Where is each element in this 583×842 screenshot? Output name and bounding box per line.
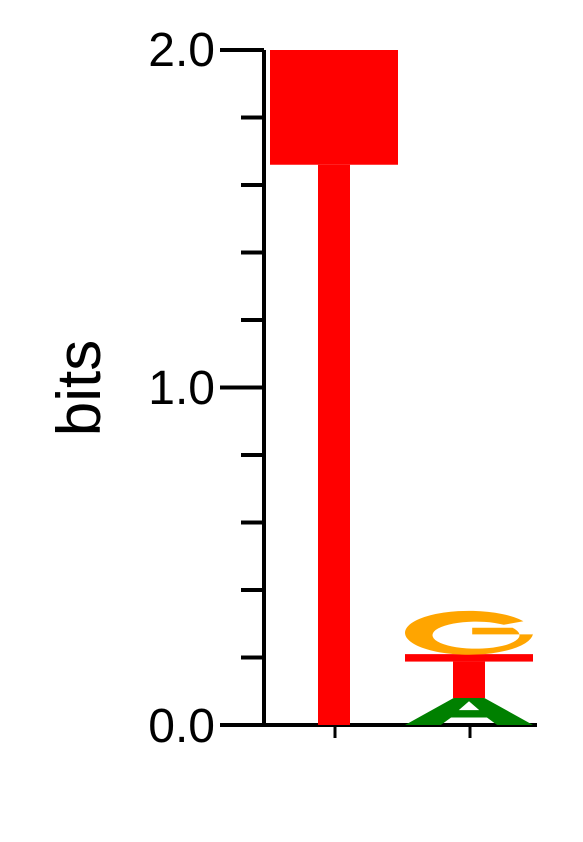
y-tick-label-1: 1.0: [148, 362, 215, 415]
letter-T-pos1: [270, 50, 398, 725]
y-axis: 2.0 1.0 0.0 bits: [45, 24, 266, 753]
letter-G-pos2: [405, 610, 533, 655]
y-axis-title: bits: [45, 340, 114, 436]
y-tick-label-2: 2.0: [148, 24, 215, 77]
y-axis-ticks: [220, 48, 264, 727]
x-axis: [262, 723, 537, 738]
letter-stacks: [270, 50, 533, 725]
logo-column-1: [270, 50, 398, 725]
y-tick-label-0: 0.0: [148, 700, 215, 753]
letter-T-pos2: [405, 654, 533, 698]
logo-column-2: [405, 610, 533, 725]
letter-A-pos2: [405, 698, 533, 725]
